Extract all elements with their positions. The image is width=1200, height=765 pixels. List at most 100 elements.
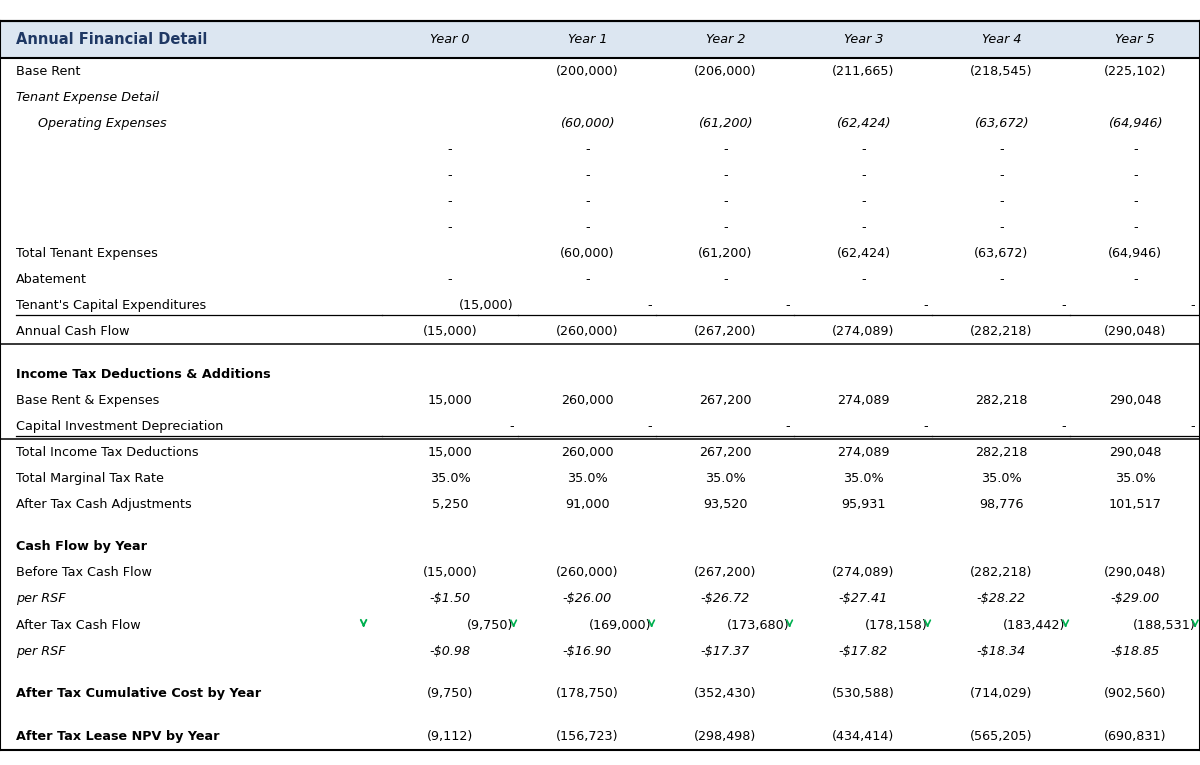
Text: 260,000: 260,000 [562,394,613,406]
Text: -: - [509,420,514,432]
Text: -$16.90: -$16.90 [563,645,612,657]
Text: Abatement: Abatement [16,273,86,285]
Text: (9,750): (9,750) [427,688,473,700]
Text: (274,089): (274,089) [833,325,894,337]
Text: -: - [1000,195,1003,207]
Text: -: - [724,195,727,207]
Text: -$0.98: -$0.98 [430,645,470,657]
Text: Year 4: Year 4 [982,34,1021,46]
Text: (60,000): (60,000) [560,117,614,129]
Text: (690,831): (690,831) [1104,731,1166,743]
Text: After Tax Lease NPV by Year: After Tax Lease NPV by Year [16,731,220,743]
Text: Annual Cash Flow: Annual Cash Flow [16,325,130,337]
Text: Annual Financial Detail: Annual Financial Detail [16,32,206,47]
Text: 282,218: 282,218 [976,394,1027,406]
Text: (178,750): (178,750) [556,688,619,700]
Text: (62,424): (62,424) [836,247,890,259]
Text: -$1.50: -$1.50 [430,593,470,605]
Text: -$29.00: -$29.00 [1110,593,1160,605]
Text: per RSF: per RSF [16,593,65,605]
Text: (298,498): (298,498) [695,731,756,743]
Text: -: - [923,420,928,432]
Text: -: - [448,169,452,181]
Text: -: - [586,195,589,207]
Text: 5,250: 5,250 [432,498,468,510]
Text: -: - [724,273,727,285]
Text: -: - [448,221,452,233]
Text: (9,750): (9,750) [467,619,514,631]
Text: -: - [1000,143,1003,155]
Text: -$28.22: -$28.22 [977,593,1026,605]
Text: -: - [448,195,452,207]
Text: Before Tax Cash Flow: Before Tax Cash Flow [16,567,151,579]
Text: (60,000): (60,000) [560,247,614,259]
Text: 290,048: 290,048 [1109,446,1162,458]
Text: -$17.37: -$17.37 [701,645,750,657]
Text: Year 5: Year 5 [1116,34,1154,46]
Text: -$27.41: -$27.41 [839,593,888,605]
Text: (565,205): (565,205) [970,731,1033,743]
Text: Base Rent: Base Rent [16,65,80,77]
Text: Total Income Tax Deductions: Total Income Tax Deductions [16,446,198,458]
Text: 35.0%: 35.0% [568,472,607,484]
Text: (9,112): (9,112) [427,731,473,743]
Text: (218,545): (218,545) [970,65,1033,77]
Text: -: - [586,221,589,233]
Text: -: - [647,420,652,432]
Text: -$18.85: -$18.85 [1110,645,1160,657]
Text: (290,048): (290,048) [1104,325,1166,337]
Bar [0,21,1200,58]
Text: -: - [1190,299,1195,311]
Text: (530,588): (530,588) [832,688,895,700]
Text: (156,723): (156,723) [556,731,619,743]
Text: (63,672): (63,672) [974,117,1028,129]
Text: -: - [1133,195,1138,207]
Text: (61,200): (61,200) [698,117,752,129]
Text: 35.0%: 35.0% [1115,472,1156,484]
Text: -: - [1061,299,1066,311]
Text: -: - [1061,420,1066,432]
Text: Income Tax Deductions & Additions: Income Tax Deductions & Additions [16,368,270,380]
Text: 98,776: 98,776 [979,498,1024,510]
Text: 93,520: 93,520 [703,498,748,510]
Text: 95,931: 95,931 [841,498,886,510]
Text: (178,158): (178,158) [865,619,928,631]
Text: (260,000): (260,000) [556,567,619,579]
Text: (260,000): (260,000) [556,325,619,337]
Text: 267,200: 267,200 [700,446,751,458]
Text: (188,531): (188,531) [1133,619,1195,631]
Text: -: - [923,299,928,311]
Text: -: - [862,221,865,233]
Text: Operating Expenses: Operating Expenses [30,117,167,129]
Text: (15,000): (15,000) [422,567,478,579]
Text: (64,946): (64,946) [1108,117,1163,129]
Text: -: - [1000,169,1003,181]
Text: Total Tenant Expenses: Total Tenant Expenses [16,247,157,259]
Text: (225,102): (225,102) [1104,65,1166,77]
Text: -: - [1133,143,1138,155]
Text: After Tax Cash Adjustments: After Tax Cash Adjustments [16,498,191,510]
Text: (267,200): (267,200) [695,567,756,579]
Text: 101,517: 101,517 [1109,498,1162,510]
Text: (282,218): (282,218) [971,325,1032,337]
Text: (211,665): (211,665) [833,65,894,77]
Text: (173,680): (173,680) [727,619,790,631]
Text: 260,000: 260,000 [562,446,613,458]
Text: 91,000: 91,000 [565,498,610,510]
Text: Tenant's Capital Expenditures: Tenant's Capital Expenditures [16,299,206,311]
Text: (902,560): (902,560) [1104,688,1166,700]
Text: -: - [862,195,865,207]
Text: 282,218: 282,218 [976,446,1027,458]
Text: -: - [724,143,727,155]
Text: -: - [1000,273,1003,285]
Text: 35.0%: 35.0% [844,472,883,484]
Text: 267,200: 267,200 [700,394,751,406]
Text: -: - [785,299,790,311]
Text: (200,000): (200,000) [556,65,619,77]
Text: -: - [724,221,727,233]
Text: -: - [1190,420,1195,432]
Text: (62,424): (62,424) [836,117,890,129]
Text: Year 0: Year 0 [431,34,469,46]
Text: -: - [1133,221,1138,233]
Text: -: - [862,273,865,285]
